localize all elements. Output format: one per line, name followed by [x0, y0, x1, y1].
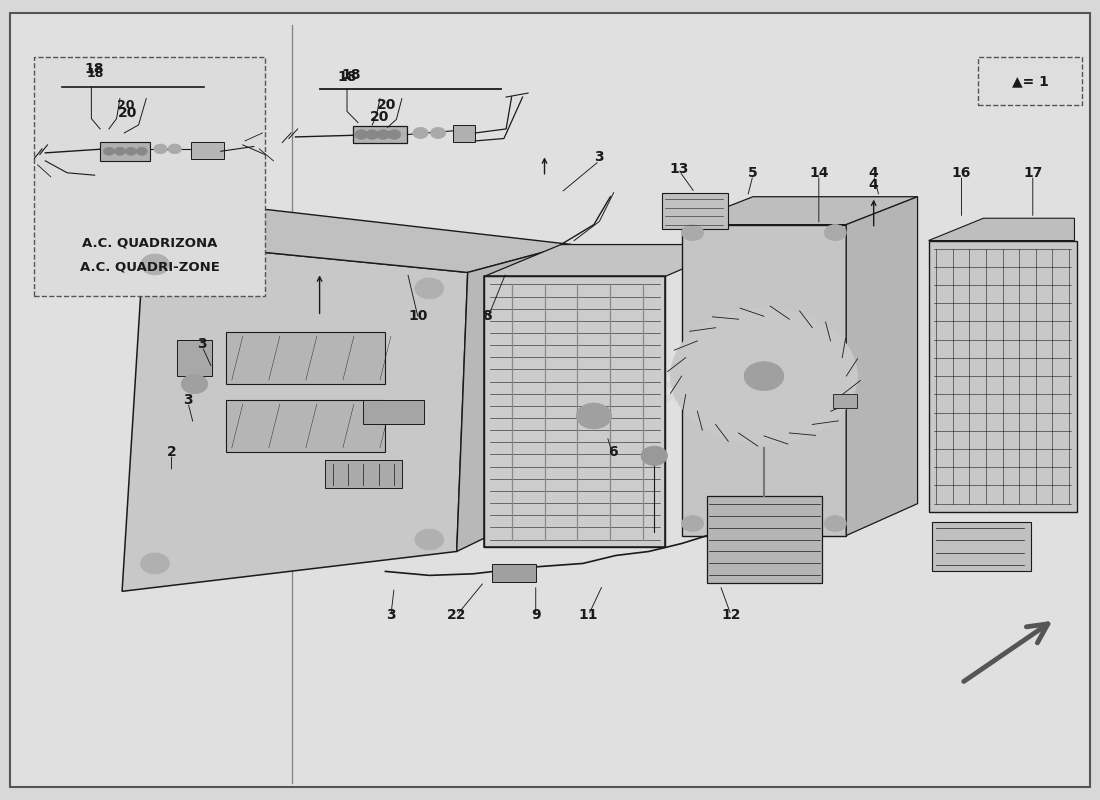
- Bar: [492, 564, 536, 582]
- Circle shape: [641, 446, 668, 466]
- Circle shape: [682, 515, 704, 531]
- Circle shape: [141, 553, 169, 574]
- Text: 12: 12: [722, 608, 740, 622]
- Circle shape: [103, 147, 114, 155]
- Text: 13: 13: [670, 162, 690, 176]
- Text: 18: 18: [338, 70, 356, 84]
- Bar: [662, 193, 728, 229]
- Circle shape: [576, 403, 612, 429]
- Text: 17: 17: [1023, 166, 1043, 180]
- Text: 5: 5: [748, 166, 758, 180]
- Text: 10: 10: [408, 310, 428, 323]
- Bar: [363, 400, 424, 424]
- Bar: [932, 522, 1031, 571]
- Bar: [177, 340, 212, 376]
- Text: 4: 4: [869, 166, 879, 180]
- Polygon shape: [682, 225, 846, 535]
- Circle shape: [824, 225, 846, 241]
- Circle shape: [415, 278, 443, 298]
- Text: 14: 14: [810, 166, 828, 180]
- Text: ▲= 1: ▲= 1: [1012, 74, 1048, 88]
- Bar: [227, 400, 385, 452]
- Circle shape: [412, 127, 428, 138]
- Circle shape: [182, 374, 208, 394]
- Text: 11: 11: [579, 608, 598, 622]
- Polygon shape: [707, 496, 822, 583]
- Polygon shape: [122, 241, 468, 591]
- Circle shape: [387, 130, 400, 139]
- Text: 18: 18: [87, 67, 104, 80]
- Text: 20: 20: [117, 99, 134, 112]
- Bar: [100, 142, 150, 161]
- Polygon shape: [928, 241, 1077, 512]
- Circle shape: [125, 147, 136, 155]
- Circle shape: [136, 147, 147, 155]
- Bar: [191, 142, 224, 159]
- Circle shape: [824, 515, 846, 531]
- Circle shape: [430, 127, 446, 138]
- Text: 4: 4: [869, 178, 879, 192]
- Polygon shape: [682, 197, 917, 225]
- Text: 6: 6: [607, 445, 617, 459]
- FancyBboxPatch shape: [978, 57, 1082, 105]
- Text: 20: 20: [371, 110, 389, 124]
- Text: 22: 22: [447, 608, 466, 622]
- Circle shape: [354, 130, 367, 139]
- Polygon shape: [484, 245, 739, 277]
- Bar: [227, 332, 385, 384]
- Text: 3: 3: [197, 337, 207, 351]
- Circle shape: [141, 254, 169, 275]
- Text: 9: 9: [531, 608, 540, 622]
- FancyBboxPatch shape: [10, 14, 1090, 786]
- Circle shape: [114, 147, 125, 155]
- Text: 3: 3: [595, 150, 604, 164]
- Circle shape: [376, 130, 389, 139]
- Text: 2: 2: [166, 445, 176, 459]
- Text: 18: 18: [341, 68, 361, 82]
- Circle shape: [154, 144, 167, 154]
- Bar: [453, 125, 475, 142]
- Circle shape: [745, 362, 783, 390]
- Bar: [833, 394, 857, 408]
- Polygon shape: [928, 218, 1075, 241]
- Text: 3: 3: [183, 393, 192, 407]
- Polygon shape: [456, 245, 572, 551]
- Circle shape: [682, 225, 704, 241]
- Circle shape: [415, 529, 443, 550]
- Text: 8: 8: [483, 310, 493, 323]
- Bar: [326, 460, 402, 488]
- Text: A.C. QUADRIZONA: A.C. QUADRIZONA: [81, 237, 217, 250]
- Bar: [352, 126, 407, 143]
- Circle shape: [671, 308, 857, 444]
- Polygon shape: [144, 209, 572, 273]
- Text: 20: 20: [118, 106, 138, 120]
- Text: 16: 16: [952, 166, 971, 180]
- FancyBboxPatch shape: [34, 57, 265, 296]
- Polygon shape: [846, 197, 917, 535]
- Text: 18: 18: [85, 62, 104, 76]
- Circle shape: [168, 144, 182, 154]
- Circle shape: [365, 130, 378, 139]
- Text: A.C. QUADRI-ZONE: A.C. QUADRI-ZONE: [79, 261, 220, 274]
- Text: 3: 3: [386, 608, 396, 622]
- Polygon shape: [484, 277, 666, 547]
- Text: eurocarparts: eurocarparts: [360, 355, 784, 413]
- Text: 20: 20: [376, 98, 396, 112]
